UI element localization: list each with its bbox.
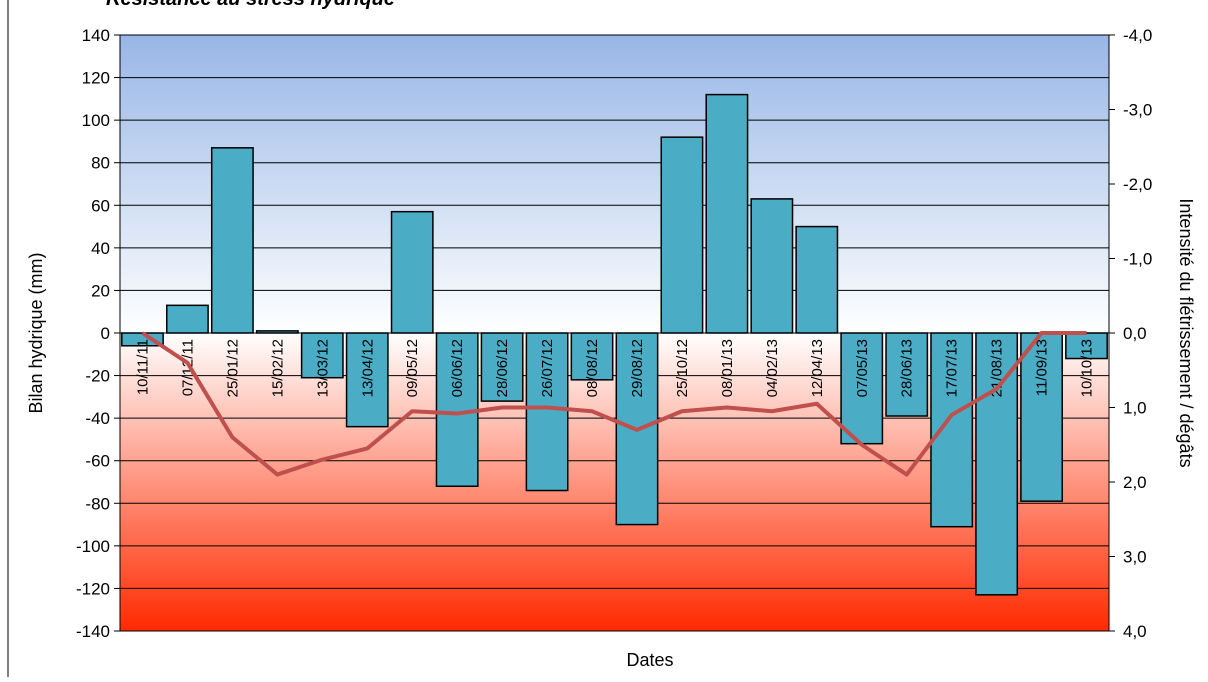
y2-tick-label: 2,0 [1123, 473, 1147, 492]
y-axis-label: Bilan hydrique (mm) [26, 252, 46, 413]
y-tick-label: -120 [76, 579, 110, 598]
bar [300, 332, 344, 379]
y2-axis-label: Intensité du flétrissement / dégâts [1176, 198, 1196, 467]
bar [750, 198, 794, 334]
line-series-path [141, 331, 1087, 477]
y-tick-label: 80 [91, 154, 110, 173]
category-label: 29/08/12 [629, 339, 646, 397]
bar [166, 304, 209, 334]
bar [795, 225, 839, 334]
y-tick-label: -140 [76, 622, 110, 641]
category-label: 13/04/12 [359, 339, 376, 397]
y-tick-label: -40 [85, 409, 110, 428]
y-tick-label: 60 [91, 196, 110, 215]
y-tick-label: -80 [85, 494, 110, 513]
category-label: 10/10/13 [1079, 339, 1096, 397]
bar [840, 332, 884, 445]
y-tick-label: 100 [82, 111, 110, 130]
category-label: 07/05/13 [854, 339, 871, 397]
y-tick-label: -100 [76, 537, 110, 556]
bar [210, 147, 254, 334]
bar [975, 332, 1019, 596]
bar [1065, 332, 1108, 360]
y-tick-label: 120 [82, 69, 110, 88]
y2-axis-ticks: -4,0 -3,0 -2,0 -1,0 0,0 1,0 2,0 3,0 4,0 [1109, 26, 1152, 641]
category-label: 28/06/12 [494, 339, 511, 397]
category-label: 25/10/12 [674, 339, 691, 397]
chart-title: Résistance au stress hydrique [106, 0, 395, 11]
bar [570, 332, 614, 381]
bar-series [121, 93, 1108, 596]
bar [885, 332, 929, 417]
bar [255, 330, 299, 334]
category-labels: 10/11/11 07/12/11 25/01/12 15/02/12 13/03/12… [134, 339, 1095, 397]
y-tick-label: 40 [91, 239, 110, 258]
category-label: 13/03/12 [314, 339, 331, 397]
y2-tick-label: 4,0 [1123, 622, 1147, 641]
category-label: 10/11/11 [134, 339, 151, 395]
bar [345, 332, 389, 428]
y2-tick-label: 3,0 [1123, 548, 1147, 567]
category-label: 12/04/13 [809, 339, 826, 397]
category-label: 28/06/13 [899, 339, 916, 397]
bar [480, 332, 524, 402]
bar [1020, 332, 1063, 502]
line-series [141, 331, 1087, 477]
category-label: 11/09/13 [1034, 339, 1051, 396]
x-axis-label: Dates [626, 650, 673, 670]
bar [525, 332, 569, 492]
y2-tick-label: 0,0 [1123, 324, 1147, 343]
bar [660, 136, 704, 334]
y-tick-label: 140 [82, 26, 110, 45]
y-tick-label: 20 [91, 281, 110, 300]
y-tick-label: -60 [85, 452, 110, 471]
y-axis-ticks: 140 120 100 80 60 40 20 0 -20 -40 -60 -80 -100 -120 -1… [76, 26, 120, 641]
bar [121, 332, 164, 347]
category-label: 08/01/13 [719, 339, 736, 397]
category-label: 25/01/12 [224, 339, 241, 397]
category-label: 04/02/13 [764, 339, 781, 397]
category-label: 26/07/12 [539, 339, 556, 397]
bar [930, 332, 974, 528]
y2-tick-label: -3,0 [1123, 101, 1152, 120]
y2-tick-label: 1,0 [1123, 399, 1147, 418]
category-label: 15/02/12 [269, 339, 286, 397]
y2-tick-label: -2,0 [1123, 175, 1152, 194]
category-label: 09/05/12 [404, 339, 421, 397]
category-label: 08/08/12 [584, 339, 601, 397]
y-tick-label: -20 [85, 367, 110, 386]
y2-tick-label: -4,0 [1123, 26, 1152, 45]
bar [705, 93, 749, 334]
category-label: 07/12/11 [179, 339, 196, 396]
category-label: 06/06/12 [449, 339, 466, 397]
category-label: 17/07/13 [944, 339, 961, 397]
y-tick-label: 0 [101, 324, 110, 343]
bar [390, 210, 434, 334]
y2-tick-label: -1,0 [1123, 250, 1152, 269]
